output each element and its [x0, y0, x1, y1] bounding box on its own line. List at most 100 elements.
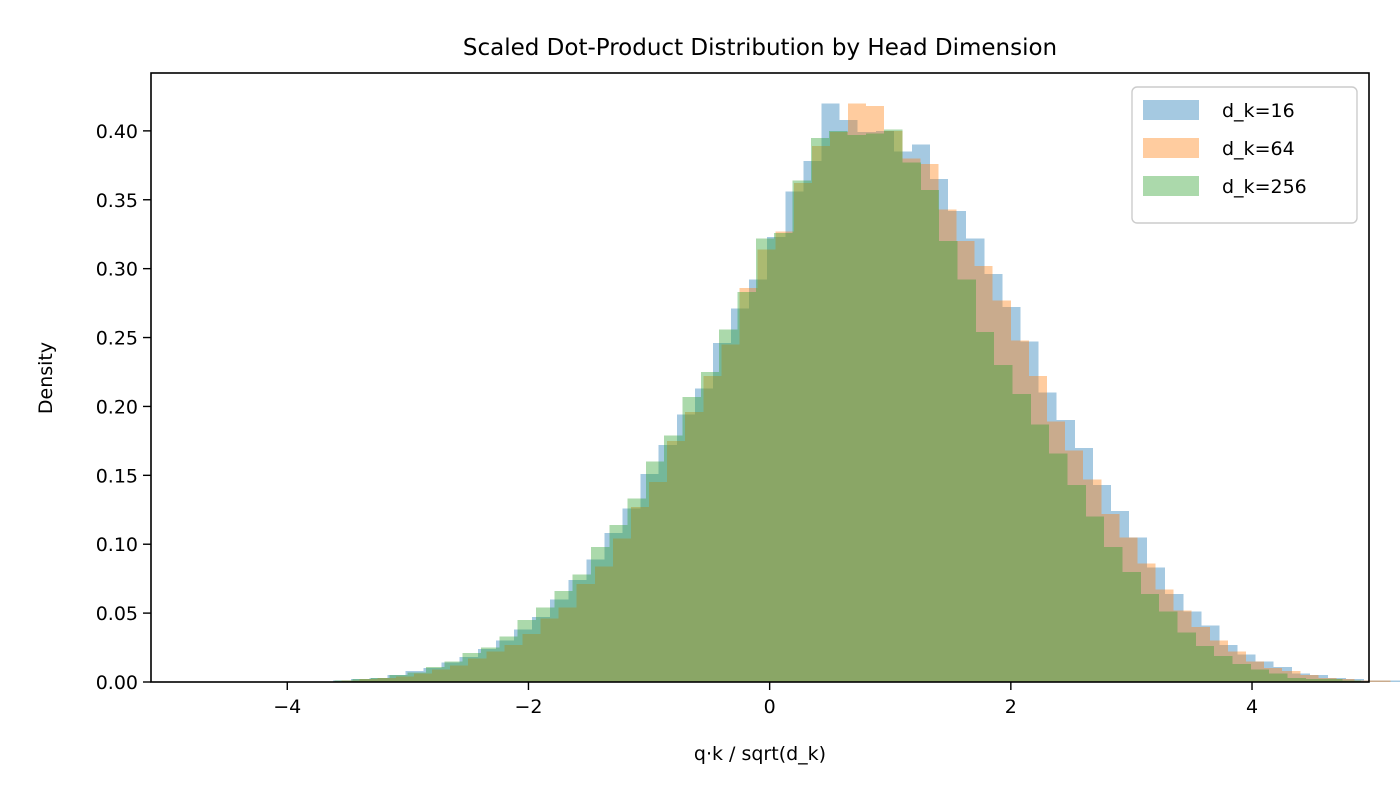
histogram-bar: [1119, 537, 1138, 682]
histogram-bar: [848, 103, 867, 683]
histogram-bar: [499, 636, 518, 682]
legend-label: d_k=64: [1222, 138, 1295, 160]
histogram-bar: [1012, 394, 1031, 682]
histogram-bar: [829, 130, 848, 682]
histogram-bar: [810, 137, 830, 682]
legend-box: [1131, 86, 1358, 224]
histogram-bar: [992, 300, 1011, 682]
histogram-bar: [1237, 654, 1256, 682]
histogram-bar: [1083, 479, 1102, 682]
histogram-bar: [1020, 341, 1039, 682]
histogram-bar: [1219, 644, 1238, 682]
histogram-bar: [486, 651, 505, 682]
histogram-bar: [712, 343, 732, 682]
x-tick-label: 0: [764, 696, 776, 718]
histogram-bar: [1250, 669, 1270, 682]
histogram-bar: [803, 161, 822, 682]
histogram-bar: [1010, 340, 1029, 682]
histogram-bar: [468, 658, 487, 682]
histogram-bar: [974, 265, 993, 682]
histogram-bar: [1085, 516, 1105, 682]
histogram-bar: [757, 249, 776, 682]
y-tick-label: 0.25: [96, 328, 138, 350]
histogram-bar: [1038, 392, 1057, 682]
x-axis-label: q·k / sqrt(d_k): [694, 743, 826, 765]
histogram-bar: [1159, 611, 1178, 682]
legend-swatch: [1143, 138, 1199, 158]
y-axis-label: Density: [35, 342, 57, 414]
histogram-bar: [627, 498, 646, 682]
histogram-bar: [522, 633, 541, 682]
histogram-bar: [622, 508, 641, 682]
histogram-bar: [1140, 593, 1160, 682]
histogram-bar: [1195, 646, 1215, 682]
y-tick-label: 0.40: [96, 121, 138, 143]
histogram-bar: [956, 241, 975, 682]
histogram-bar: [425, 666, 445, 682]
histogram-bar: [550, 599, 569, 682]
histogram-bar: [767, 236, 786, 682]
histogram-bars: [333, 103, 1400, 683]
histogram-bar: [676, 414, 695, 682]
histogram-bar: [920, 190, 940, 682]
histogram-bar: [911, 144, 931, 682]
legend-swatch: [1143, 176, 1199, 196]
histogram-bar: [1065, 450, 1084, 682]
histogram-bar: [369, 677, 388, 682]
histogram-bar: [1324, 679, 1343, 682]
histogram-bar: [568, 580, 587, 682]
histogram-bar: [405, 670, 424, 682]
histogram-bar: [1245, 661, 1265, 682]
legend-swatch: [1143, 100, 1199, 120]
histogram-bar: [590, 546, 610, 682]
histogram-bar: [1201, 625, 1220, 682]
histogram-bar: [389, 675, 408, 682]
histogram-bar: [755, 238, 775, 683]
histogram-bar: [719, 329, 738, 682]
y-tick-label: 0.10: [96, 534, 138, 556]
histogram-bar: [792, 180, 811, 682]
histogram-bar: [532, 617, 551, 682]
x-tick-label: −4: [273, 696, 301, 718]
histogram-bar: [875, 130, 894, 682]
histogram-bar: [793, 183, 812, 682]
histogram-bar: [609, 524, 628, 682]
histogram-bar: [700, 371, 720, 682]
histogram-bar: [450, 665, 469, 682]
histogram-bar: [649, 482, 668, 682]
histogram-bar: [1282, 670, 1301, 682]
histogram-bar: [1327, 677, 1347, 682]
histogram-bar: [703, 376, 722, 682]
histogram-bar: [948, 210, 967, 682]
histogram-bar: [407, 672, 426, 682]
histogram-bar: [902, 158, 921, 682]
histogram-bar: [1104, 546, 1123, 682]
histogram-bar: [535, 607, 555, 682]
histogram-bar: [994, 365, 1013, 682]
histogram-bar: [884, 129, 903, 682]
histogram-bar: [1336, 679, 1355, 682]
x-tick-label: 4: [1246, 696, 1258, 718]
histogram-bar: [930, 179, 949, 682]
histogram-bar: [1147, 567, 1166, 682]
histogram-bar: [495, 640, 514, 682]
histogram-bar: [775, 231, 794, 682]
histogram-bar: [1137, 563, 1156, 682]
histogram-bar: [441, 662, 460, 682]
histogram-bar: [540, 618, 559, 682]
histogram-bar: [839, 119, 858, 683]
histogram-bar: [902, 162, 921, 682]
histogram-bar: [785, 191, 804, 682]
histogram-bar: [1364, 680, 1383, 682]
histogram-bar: [667, 440, 686, 682]
histogram-bar: [1183, 611, 1202, 682]
histogram-bar: [576, 584, 595, 682]
histogram-bar: [1002, 307, 1021, 682]
histogram-bar: [504, 644, 523, 682]
histogram-bar: [431, 669, 451, 682]
histogram-bar: [1300, 675, 1319, 682]
histogram-bar: [1177, 632, 1196, 682]
histogram-bar: [893, 151, 912, 682]
histogram-bar: [966, 238, 985, 683]
